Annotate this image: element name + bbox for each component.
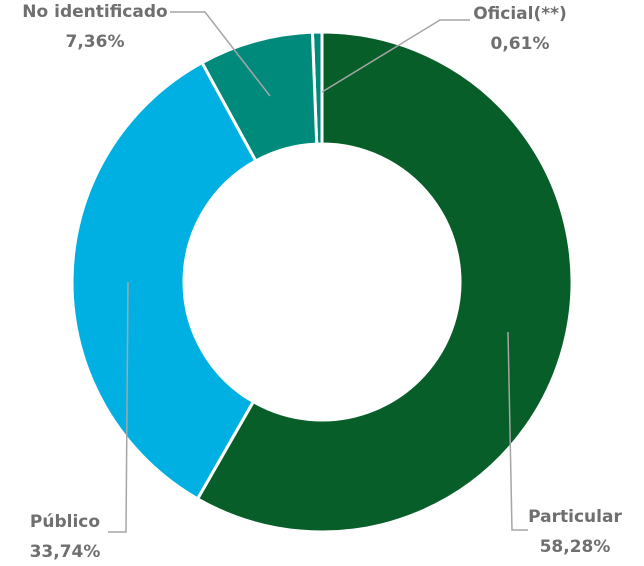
slice-label: Oficial(**) [473,4,567,24]
slice-label: No identificado [22,2,167,22]
slice-label: Particular [528,507,622,527]
slice [70,60,258,501]
leader-line [170,11,271,97]
slice-label: Público [30,512,100,532]
leader-line [108,281,129,533]
leader-line [321,19,470,93]
slice [195,30,574,534]
value-label: 0,61% [491,34,550,54]
value-label: 58,28% [540,537,611,557]
leader-line [507,331,528,531]
value-label: 33,74% [30,542,101,562]
value-label: 7,36% [66,32,125,52]
